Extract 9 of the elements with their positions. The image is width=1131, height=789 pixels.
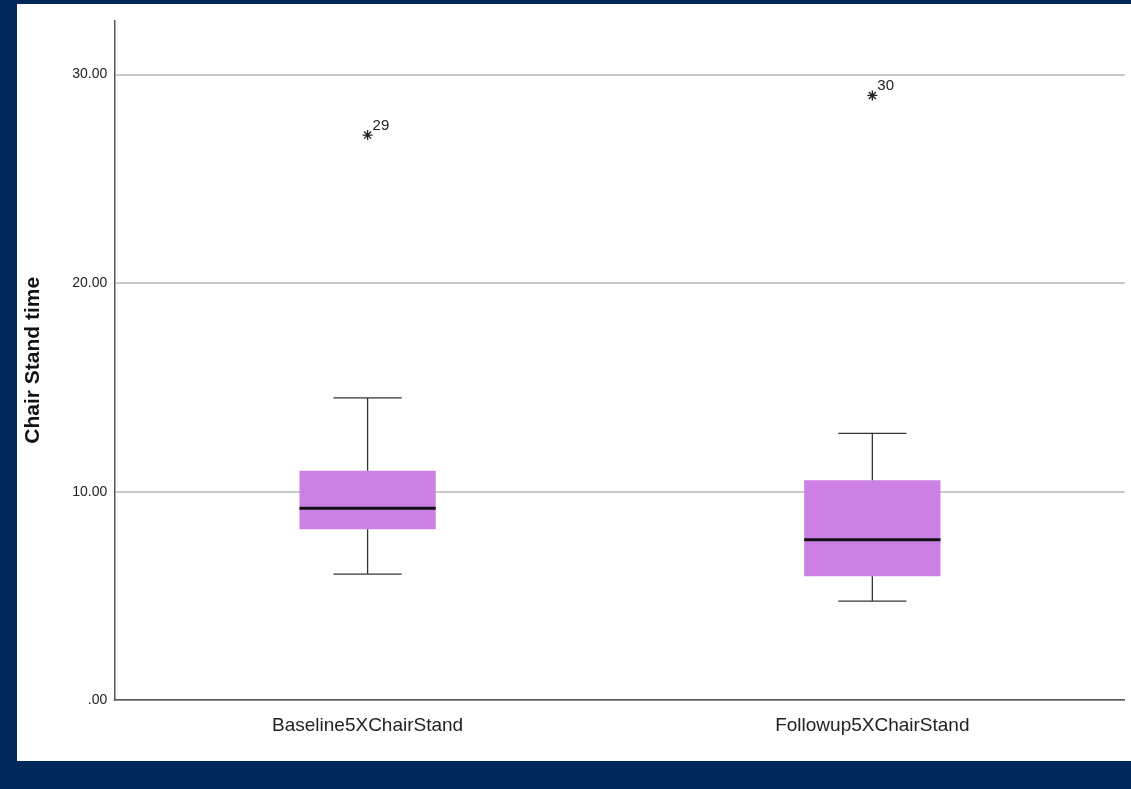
x-tick-label: Baseline5XChairStand	[272, 713, 464, 735]
y-tick-label: 30.00	[72, 65, 108, 82]
annotation: 30	[877, 76, 895, 94]
y-tick-label: 10.00	[72, 482, 108, 499]
y-tick-label: .00	[87, 691, 108, 708]
annotation: 29	[372, 115, 390, 133]
y-axis-title: Chair Stand time	[20, 276, 44, 444]
x-tick-label: Followup5XChairStand	[775, 713, 970, 735]
y-tick-label: 20.00	[72, 274, 108, 290]
